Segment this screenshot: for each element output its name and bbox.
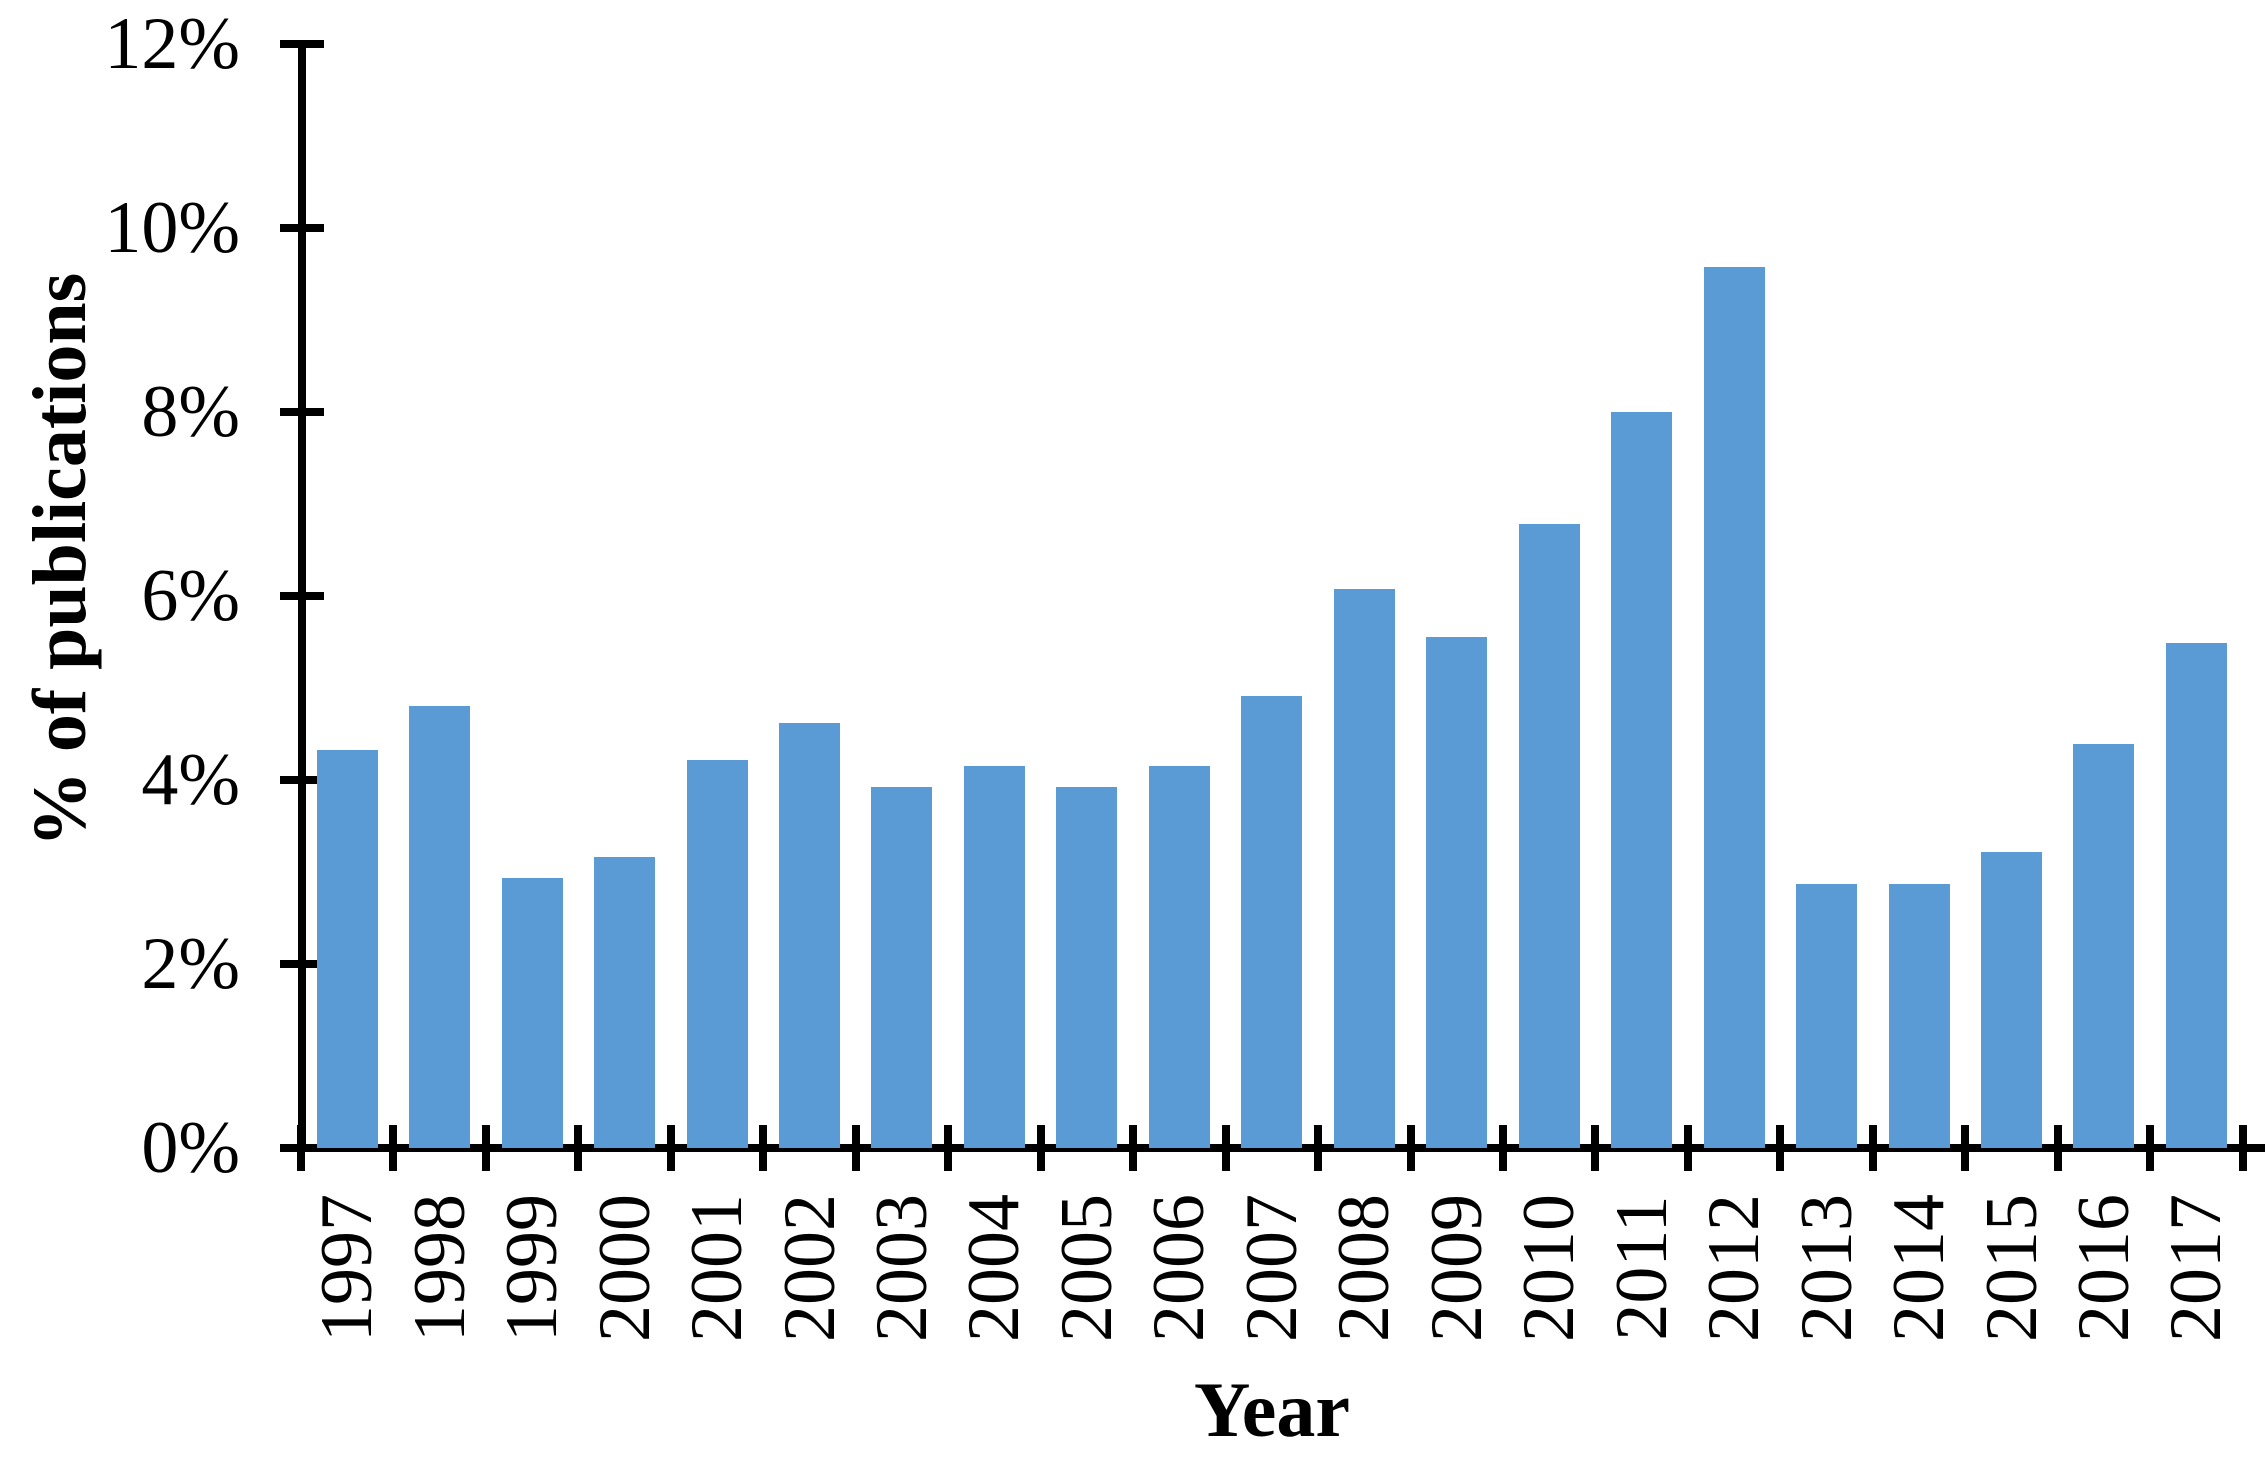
bar-2006 bbox=[1148, 766, 1210, 1148]
x-tick bbox=[1683, 1125, 1692, 1171]
bar-2015 bbox=[1981, 851, 2042, 1148]
bar-2001 bbox=[686, 759, 748, 1148]
x-tick-label: 2007 bbox=[1230, 1194, 1313, 1342]
x-tick bbox=[297, 1125, 305, 1171]
bar-2011 bbox=[1611, 412, 1673, 1148]
bar-1997 bbox=[316, 749, 378, 1148]
x-tick bbox=[2238, 1125, 2247, 1171]
x-tick bbox=[1591, 1125, 1600, 1171]
x-tick-label: 2010 bbox=[1508, 1194, 1591, 1342]
bar-2012 bbox=[1703, 266, 1765, 1148]
x-tick-label: 2017 bbox=[2155, 1194, 2238, 1342]
x-tick-label: 2016 bbox=[2062, 1194, 2145, 1342]
bar-2016 bbox=[2073, 744, 2135, 1148]
x-tick-label: 2005 bbox=[1045, 1194, 1128, 1342]
y-tick bbox=[280, 40, 324, 48]
y-tick bbox=[280, 592, 324, 600]
x-tick bbox=[1776, 1125, 1785, 1171]
bar-2003 bbox=[871, 787, 933, 1148]
x-tick-label: 2004 bbox=[953, 1194, 1036, 1342]
x-tick-label: 2003 bbox=[860, 1194, 943, 1342]
x-tick-label: 2008 bbox=[1323, 1194, 1406, 1342]
x-tick bbox=[2053, 1125, 2062, 1171]
x-tick-label: 2002 bbox=[768, 1194, 851, 1342]
y-tick-label: 2% bbox=[141, 923, 240, 1005]
x-tick bbox=[1129, 1125, 1138, 1171]
x-tick bbox=[481, 1125, 490, 1171]
bar-1999 bbox=[501, 878, 563, 1148]
bar-2004 bbox=[963, 766, 1025, 1148]
x-tick-label: 2006 bbox=[1138, 1194, 1221, 1342]
x-tick-label: 2013 bbox=[1785, 1194, 1868, 1342]
x-tick-label: 2012 bbox=[1693, 1194, 1776, 1342]
y-tick bbox=[280, 960, 324, 968]
bar-2000 bbox=[594, 857, 656, 1148]
x-axis-title: Year bbox=[1194, 1366, 1350, 1453]
x-axis-line bbox=[298, 1144, 2265, 1152]
x-tick-label: 2009 bbox=[1415, 1194, 1498, 1342]
x-tick bbox=[1221, 1125, 1230, 1171]
x-tick bbox=[851, 1125, 860, 1171]
x-tick-label: 1999 bbox=[491, 1194, 574, 1342]
bar-2017 bbox=[2165, 642, 2227, 1148]
y-tick bbox=[280, 408, 324, 416]
bar-1998 bbox=[409, 706, 471, 1148]
y-tick-label: 4% bbox=[141, 739, 240, 821]
x-tick bbox=[1868, 1125, 1877, 1171]
x-tick bbox=[2146, 1125, 2155, 1171]
x-tick-label: 2001 bbox=[676, 1194, 759, 1342]
x-tick bbox=[944, 1125, 953, 1171]
x-tick-label: 2011 bbox=[1600, 1195, 1683, 1341]
bar-2005 bbox=[1056, 787, 1118, 1148]
y-tick-label: 10% bbox=[104, 187, 240, 269]
x-tick bbox=[1498, 1125, 1507, 1171]
y-tick-label: 6% bbox=[141, 555, 240, 637]
x-tick-label: 2015 bbox=[1970, 1194, 2053, 1342]
x-tick bbox=[666, 1125, 675, 1171]
bar-2007 bbox=[1241, 696, 1303, 1148]
x-tick-label: 1998 bbox=[398, 1194, 481, 1342]
x-tick bbox=[389, 1125, 398, 1171]
y-tick-label: 8% bbox=[141, 371, 240, 453]
bar-2010 bbox=[1518, 524, 1580, 1148]
x-tick-label: 2014 bbox=[1878, 1194, 1961, 1342]
bar-2002 bbox=[779, 722, 841, 1148]
bar-2008 bbox=[1333, 588, 1395, 1148]
bar-2013 bbox=[1796, 883, 1858, 1148]
y-tick bbox=[280, 776, 324, 784]
y-tick-label: 12% bbox=[104, 3, 240, 85]
x-tick bbox=[1406, 1125, 1415, 1171]
x-tick bbox=[1036, 1125, 1045, 1171]
bar-2014 bbox=[1888, 883, 1950, 1148]
bar-2009 bbox=[1426, 637, 1488, 1148]
x-tick bbox=[1314, 1125, 1323, 1171]
x-tick-label: 2000 bbox=[583, 1194, 666, 1342]
y-tick-label: 0% bbox=[141, 1107, 240, 1189]
x-tick bbox=[574, 1125, 583, 1171]
x-tick bbox=[759, 1125, 768, 1171]
x-tick bbox=[1961, 1125, 1970, 1171]
y-tick bbox=[280, 224, 324, 232]
x-tick-label: 1997 bbox=[306, 1194, 389, 1342]
